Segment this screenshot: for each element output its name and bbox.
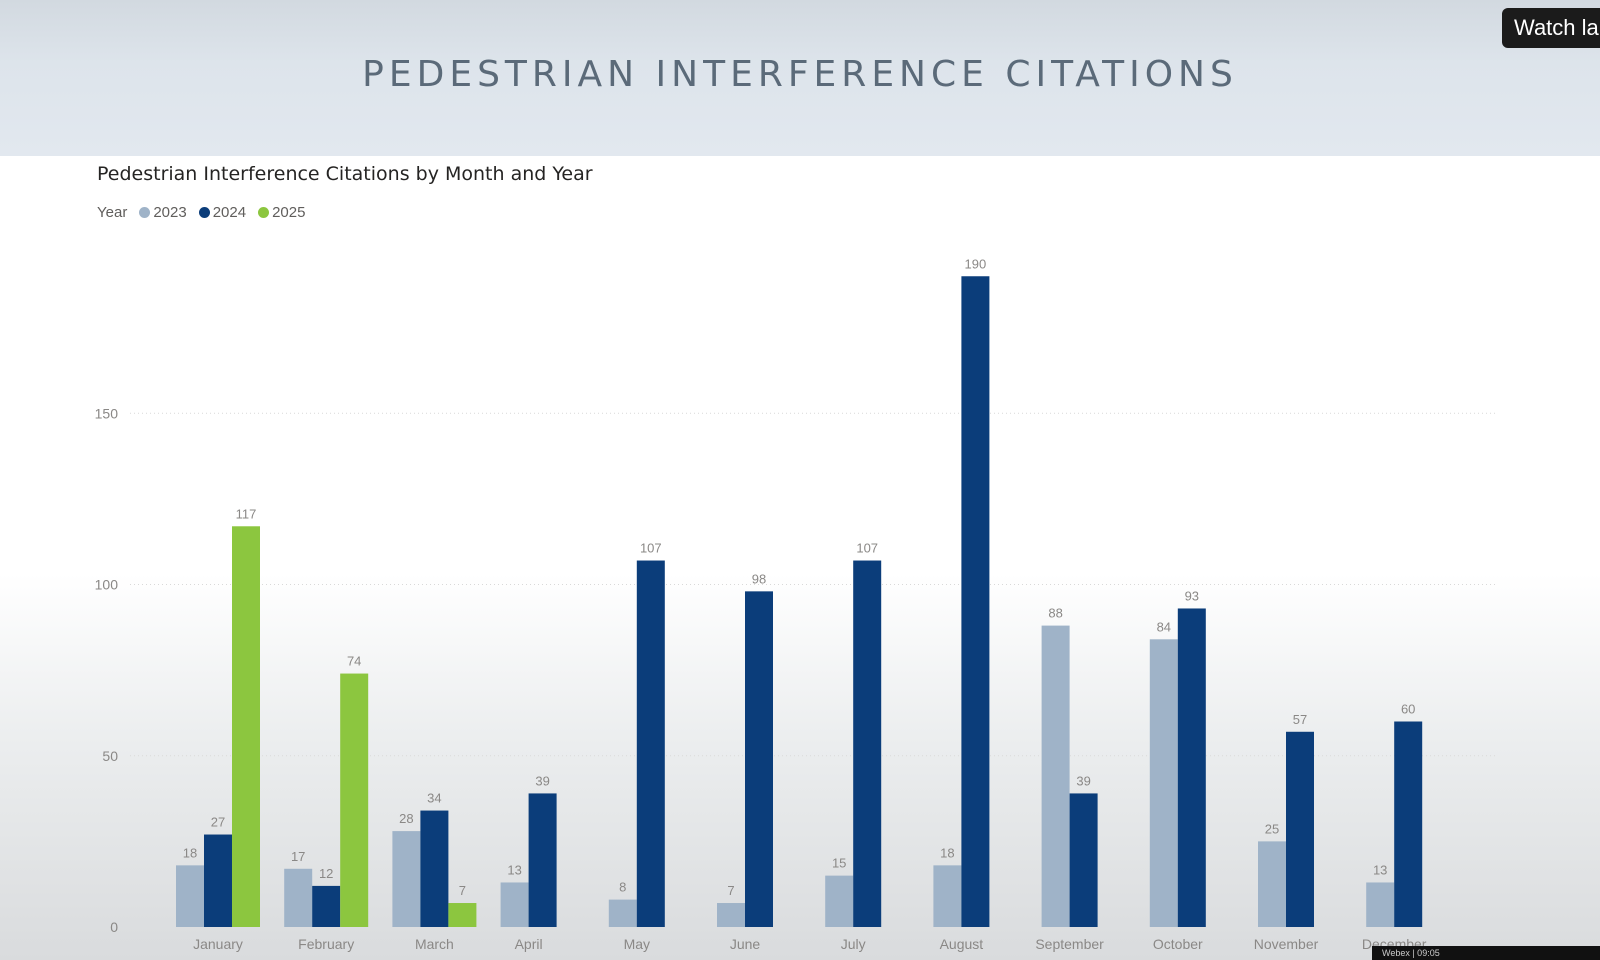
x-tick-label: June: [730, 936, 761, 952]
bar-2023: [392, 831, 421, 927]
data-label: 27: [211, 815, 225, 830]
chart-title: Pedestrian Interference Citations by Mon…: [97, 163, 593, 185]
bar-2024: [745, 591, 773, 927]
x-tick-label: July: [841, 936, 866, 952]
x-tick-label: May: [624, 936, 650, 952]
data-label: 25: [1265, 821, 1279, 836]
y-tick-label: 0: [110, 919, 118, 935]
data-label: 60: [1401, 702, 1415, 717]
bar-2024: [961, 276, 990, 927]
bar-2025: [340, 673, 369, 927]
bar-2023: [1149, 639, 1178, 927]
y-tick-label: 50: [102, 748, 118, 764]
x-tick-label: August: [940, 936, 984, 952]
bar-2023: [1366, 882, 1395, 927]
data-label: 13: [507, 862, 521, 877]
legend-swatch-2023: [139, 207, 151, 218]
bar-2024: [636, 560, 665, 927]
bar-2024: [420, 810, 449, 927]
chart-area: [0, 156, 1600, 960]
data-label: 117: [236, 506, 257, 521]
x-tick-label: February: [298, 936, 354, 952]
data-label: 18: [183, 845, 197, 860]
data-label: 107: [856, 541, 878, 556]
data-label: 7: [459, 883, 466, 898]
legend-title: Year: [97, 204, 128, 221]
data-label: 57: [1293, 712, 1307, 727]
legend-swatch-2024: [198, 207, 210, 218]
data-label: 84: [1157, 619, 1171, 634]
bar-2023: [176, 865, 204, 927]
bar-2024: [1177, 608, 1206, 927]
data-label: 15: [832, 856, 846, 871]
bar-2025: [448, 903, 477, 927]
bar-2023: [933, 865, 962, 927]
data-label: 12: [319, 866, 333, 881]
slide-header: [0, 0, 1600, 156]
slide-title: PEDESTRIAN INTERFERENCE CITATIONS: [362, 54, 1238, 95]
bar-2024: [1069, 793, 1098, 927]
x-tick-label: October: [1153, 936, 1203, 952]
legend-item-2024[interactable]: 2024: [198, 204, 247, 221]
legend-label-2023: 2023: [153, 204, 187, 221]
data-label: 18: [940, 845, 954, 860]
x-tick-label: November: [1254, 936, 1319, 952]
legend-label-2025: 2025: [272, 204, 306, 221]
bar-2023: [717, 903, 745, 927]
data-label: 34: [427, 791, 441, 806]
data-label: 190: [965, 256, 987, 271]
legend-item-2025[interactable]: 2025: [258, 204, 305, 221]
data-label: 7: [727, 883, 734, 898]
chart-legend: Year 2023 2024 2025: [97, 204, 305, 221]
data-label: 107: [640, 541, 662, 556]
x-tick-label: March: [415, 936, 454, 952]
x-tick-label: January: [193, 936, 243, 952]
bar-2023: [825, 875, 854, 927]
bar-2023: [1041, 625, 1070, 927]
data-label: 88: [1048, 606, 1062, 621]
y-tick-label: 100: [95, 577, 119, 593]
bar-2023: [608, 899, 637, 927]
data-label: 39: [1076, 773, 1090, 788]
bar-2024: [204, 834, 232, 927]
bar-2023: [1258, 841, 1286, 927]
bar-2024: [853, 560, 882, 927]
data-label: 39: [535, 773, 549, 788]
x-tick-label: April: [515, 936, 543, 952]
legend-swatch-2025: [258, 207, 270, 218]
bar-2023: [500, 882, 529, 927]
data-label: 13: [1373, 862, 1387, 877]
watch-later-button[interactable]: Watch la: [1502, 8, 1600, 48]
data-label: 8: [619, 880, 626, 895]
y-tick-label: 150: [95, 405, 119, 421]
x-tick-label: September: [1035, 936, 1104, 952]
taskbar-strip: Webex | 09:05: [1372, 946, 1600, 960]
bar-2024: [528, 793, 557, 927]
bar-2025: [232, 526, 260, 927]
data-label: 98: [752, 571, 766, 586]
data-label: 93: [1185, 588, 1199, 603]
legend-label-2024: 2024: [212, 204, 247, 221]
data-label: 28: [399, 811, 413, 826]
data-label: 74: [347, 654, 361, 669]
bar-2024: [1286, 731, 1314, 927]
data-label: 17: [291, 849, 305, 864]
bar-2023: [284, 868, 313, 927]
bar-2024: [1394, 721, 1423, 927]
legend-item-2023[interactable]: 2023: [139, 204, 187, 221]
bar-2024: [312, 885, 341, 927]
